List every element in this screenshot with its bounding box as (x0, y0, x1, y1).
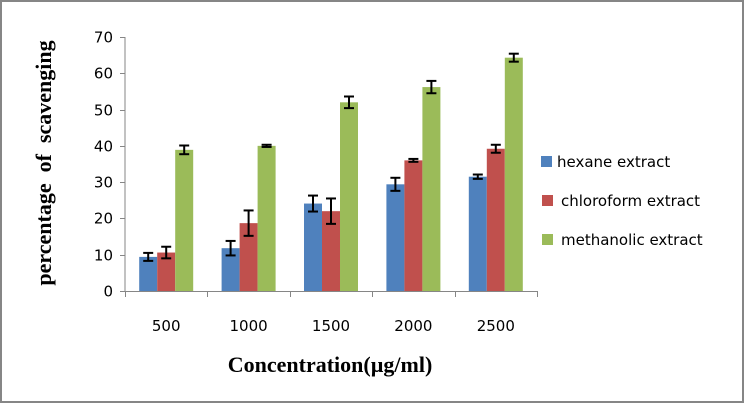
bar (486, 148, 505, 291)
legend-swatch (542, 234, 553, 245)
legend: hexane extract chloroform extract methanol… (541, 153, 703, 249)
bar (504, 57, 523, 291)
x-tick-label: 2500 (477, 317, 515, 335)
bar (175, 149, 194, 291)
y-tick-label: 20 (94, 210, 113, 228)
y-axis-title: percentage of scavenging (31, 40, 56, 285)
bars (139, 57, 523, 292)
legend-swatch (541, 156, 552, 167)
y-tick-label: 60 (94, 65, 113, 83)
y-tick-label: 10 (94, 247, 113, 265)
bar (468, 176, 487, 291)
y-tick-label: 0 (103, 283, 113, 301)
bar (257, 145, 276, 291)
y-tick-label: 70 (94, 29, 113, 47)
bar (239, 223, 258, 291)
bar (422, 87, 441, 292)
y-tick-label: 50 (94, 102, 113, 120)
bar (139, 256, 158, 291)
bar (386, 184, 405, 291)
y-tick-label: 40 (94, 138, 113, 156)
y-tick-label: 30 (94, 174, 113, 192)
bar (340, 102, 358, 291)
x-axis: 500 1000 1500 2000 2500 (125, 291, 538, 335)
x-tick-label: 1500 (312, 317, 350, 335)
bar (304, 203, 322, 291)
legend-label: chloroform extract (561, 192, 700, 210)
legend-label: methanolic extract (561, 231, 703, 249)
bar (322, 211, 340, 291)
bar (157, 252, 176, 291)
x-tick-label: 1000 (230, 317, 268, 335)
x-axis-title: Concentration(µg/ml) (228, 352, 433, 377)
bar (221, 248, 240, 291)
legend-swatch (542, 195, 553, 206)
error-bars (143, 52, 519, 262)
x-tick-label: 2000 (394, 317, 432, 335)
bar (404, 160, 423, 291)
y-axis: 0 10 20 30 40 50 60 70 (94, 29, 126, 301)
x-tick-label: 500 (152, 317, 181, 335)
legend-label: hexane extract (557, 153, 670, 171)
